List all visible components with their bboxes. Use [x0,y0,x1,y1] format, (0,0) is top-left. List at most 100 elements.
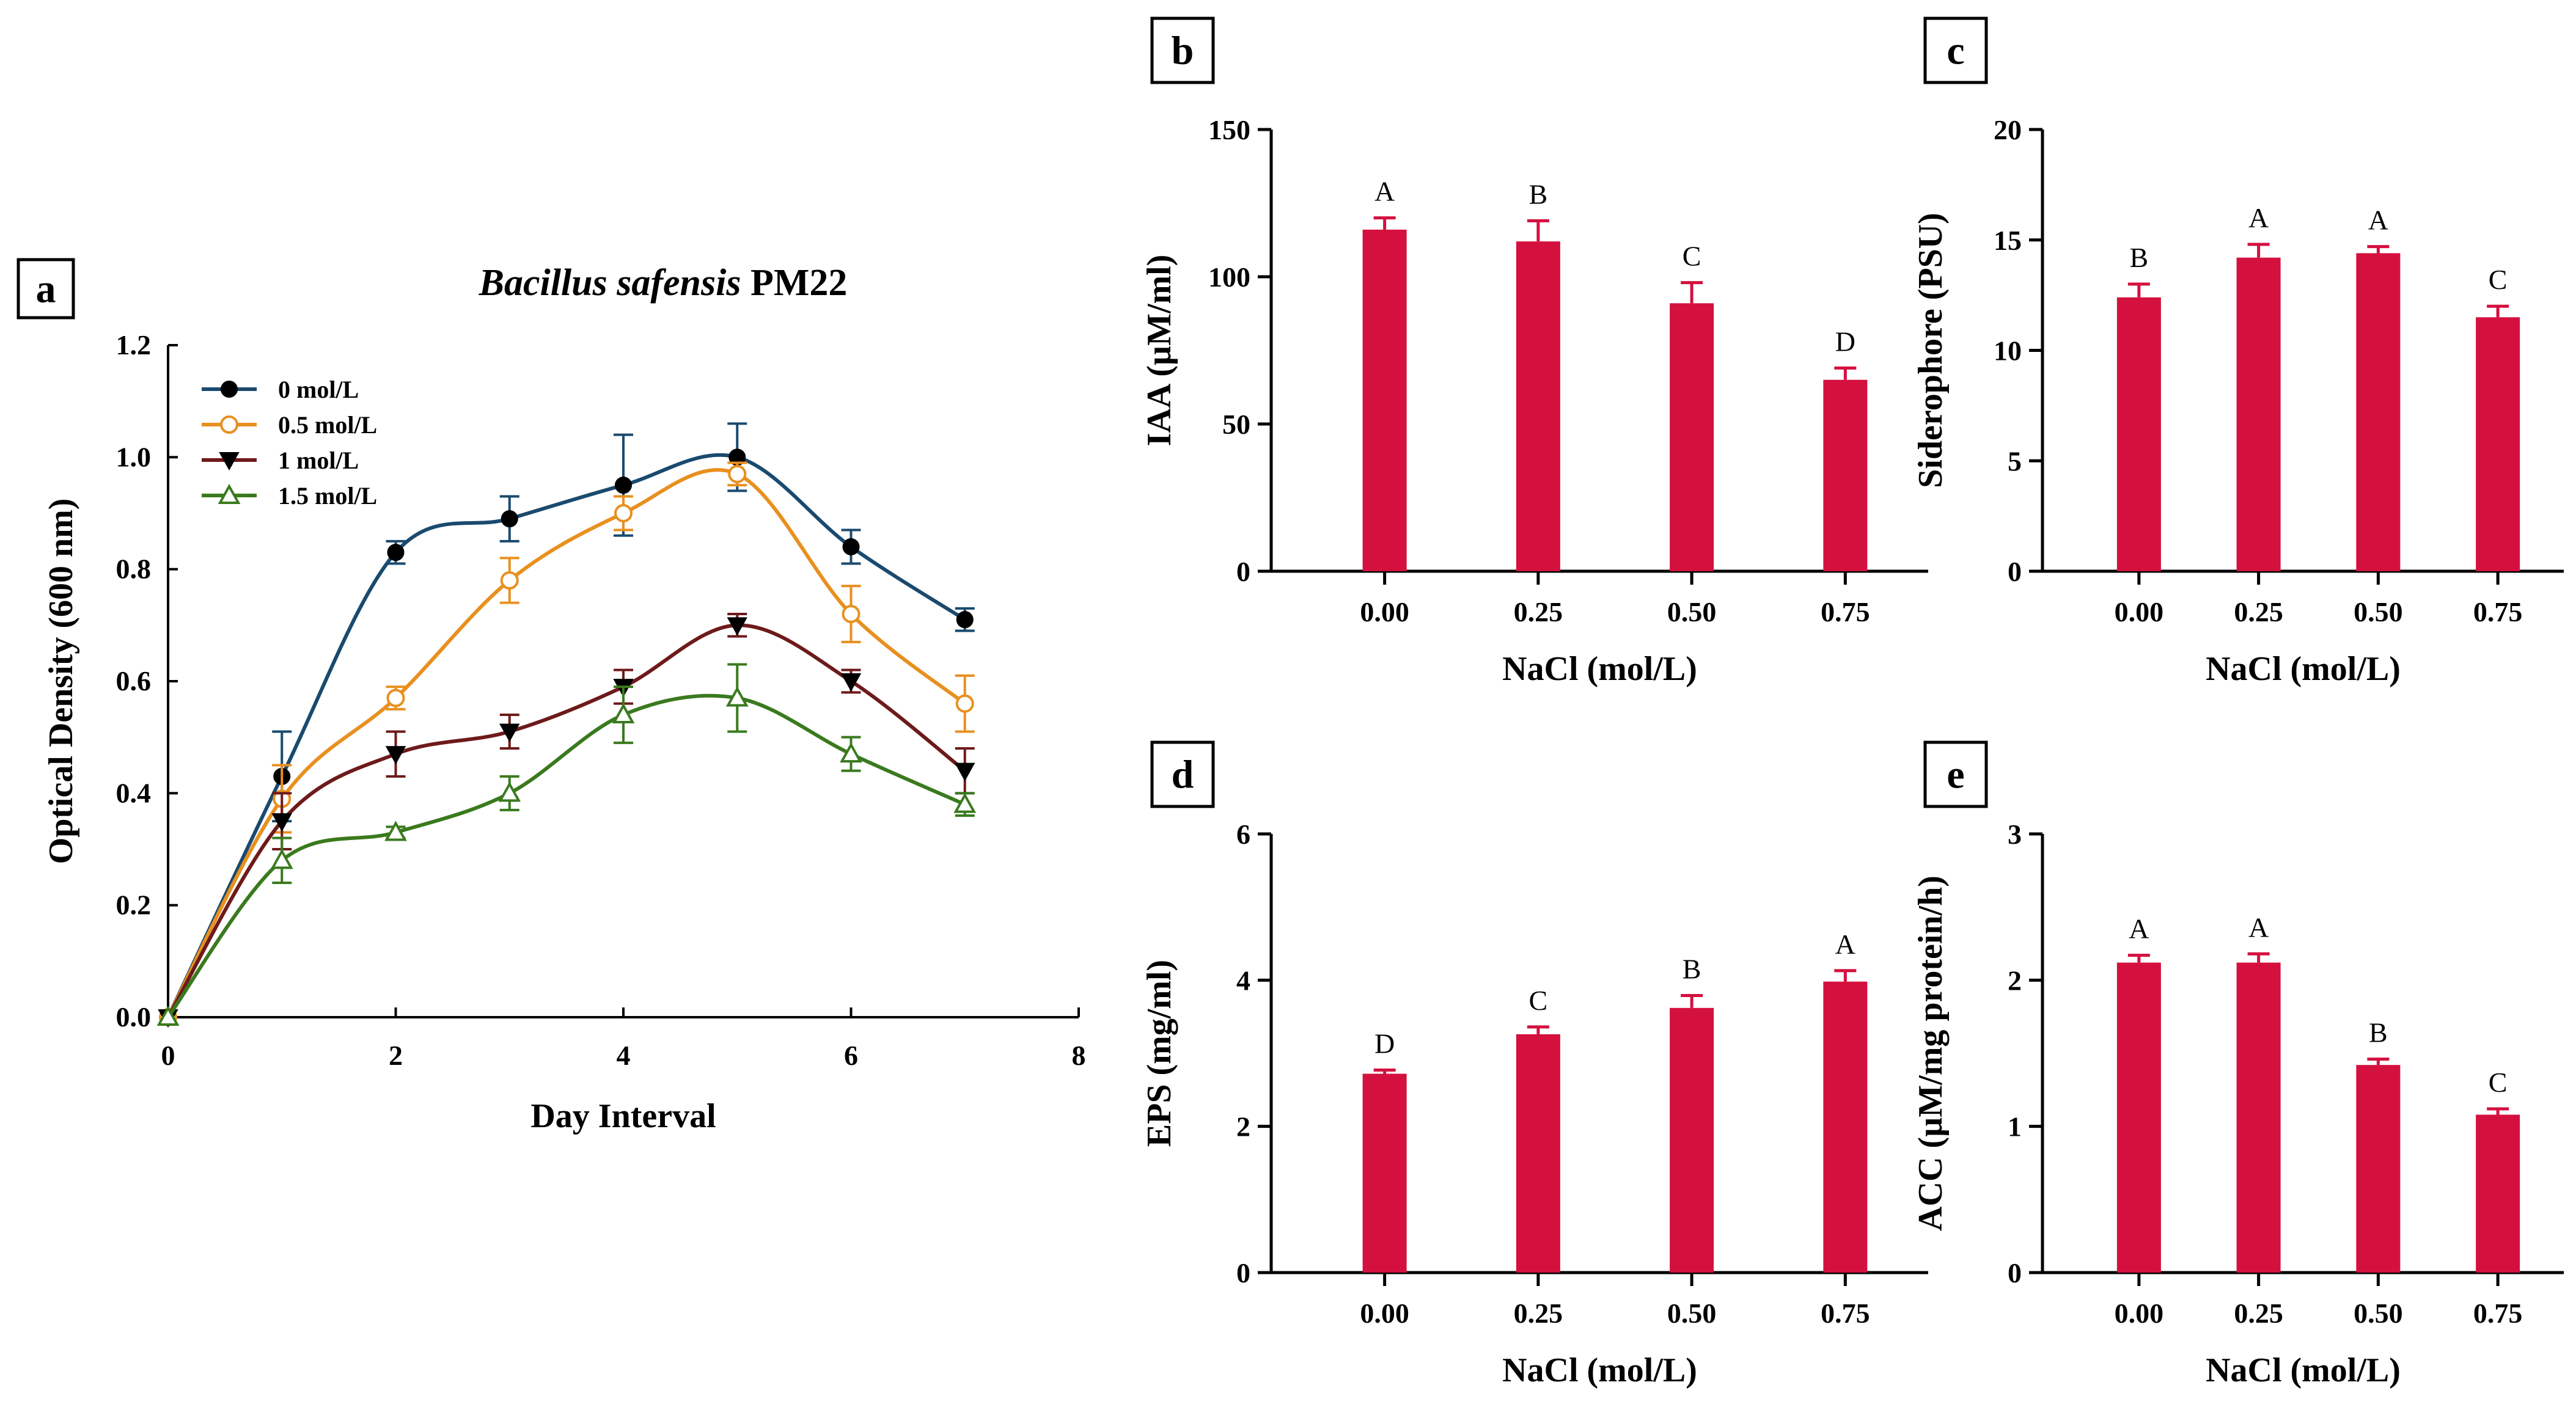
panel-label-box [17,258,75,320]
data-point [386,689,405,707]
legend: 0 mol/L 0.5 mol/L 1 mol/L 1.5 mol/L [202,376,377,510]
y-axis-title: ACC (µM/mg protein/h) [1912,875,1950,1231]
bar [2476,317,2520,571]
y-tick-label: 2 [2008,965,2022,996]
significance-label: C [1682,241,1701,272]
y-axis-title: Siderophore (PSU) [1912,213,1950,488]
y-tick-label: 1.0 [116,441,152,472]
bar [1362,229,1407,571]
significance-label: B [2130,242,2149,273]
x-axis-title: NaCl (mol/L) [1502,1351,1697,1389]
panel-label-box [1923,16,1988,84]
data-point [218,483,241,504]
data-point [727,617,747,636]
data-point [219,452,240,471]
chart-title: Bacillus safensis PM22 [479,262,848,304]
panel-label-text: d [1172,753,1194,797]
bar [1670,1007,1714,1273]
y-tick-label: 0.8 [116,554,152,585]
data-point [387,544,405,561]
bar [1516,1034,1560,1273]
chart-c: 0 5 10 15 20 B 0.00 A 0.25 A 0.50 C 0.75 NaCl (mol/L)… [1912,114,2564,688]
data-point [842,605,861,623]
significance-label: B [2369,1017,2388,1048]
bar [2356,1065,2401,1273]
x-tick-label: 0.25 [2234,596,2283,627]
data-point [270,849,293,869]
legend-entry: 0.5 mol/L [278,411,377,439]
y-tick-label: 10 [1994,335,2022,367]
x-tick-label: 0.50 [2354,1298,2403,1329]
x-tick-label: 0.00 [1360,596,1409,627]
data-point [615,477,632,494]
data-point [612,703,635,723]
y-tick-label: 0.4 [116,777,152,808]
bar [2476,1114,2520,1273]
panel-label-d: d [1150,740,1215,808]
chart-title-rest: PM22 [741,262,848,304]
x-axis-title: NaCl (mol/L) [2206,650,2401,688]
panel-label-e: e [1923,740,1988,808]
significance-label: D [1374,1028,1395,1059]
bar [2236,257,2281,571]
data-point [385,746,406,765]
y-tick-label: 6 [1236,819,1250,850]
x-tick-label: 0.00 [2115,1298,2164,1329]
x-tick-label: 0.75 [1821,1298,1870,1329]
panel-label-c: c [1923,16,1988,84]
significance-label: B [1529,178,1548,210]
chart-title-italic: Bacillus safensis [479,262,741,304]
x-tick-label: 2 [389,1040,403,1071]
panel-label-text: b [1172,29,1194,73]
x-tick-label: 0.25 [2234,1298,2283,1329]
y-tick-label: 20 [1994,114,2022,145]
bar [2116,297,2161,571]
legend-entry: 1.5 mol/L [278,482,377,510]
y-tick-label: 1 [2008,1111,2022,1142]
y-tick-label: 50 [1222,409,1250,440]
x-axis-title: NaCl (mol/L) [2206,1351,2401,1389]
bar [1823,981,1868,1273]
significance-label: C [2489,264,2508,295]
data-point [728,464,747,483]
data-point [955,762,975,781]
x-tick-label: 0.00 [1360,1298,1409,1329]
panel-label-text: c [1947,29,1964,73]
x-tick-label: 0.75 [1821,596,1870,627]
x-tick-label: 0.50 [1667,1298,1717,1329]
x-tick-label: 0.50 [2354,596,2403,627]
panel-label-box [1150,740,1215,808]
significance-label: B [1682,953,1701,984]
y-tick-label: 15 [1994,225,2022,256]
panel-label-text: a [36,267,56,312]
y-tick-label: 0.0 [116,1001,152,1032]
y-tick-label: 3 [2008,819,2022,850]
series-line [166,693,966,1018]
y-tick-label: 0 [1236,556,1250,587]
y-tick-label: 150 [1208,114,1250,145]
y-tick-label: 0.6 [116,665,152,696]
chart-a: 0.0 0.2 0.4 0.6 0.8 1.0 1.2 0 2 4 6 8 0 mol/L 0.5 mol… [42,262,1086,1135]
bar [1670,303,1714,571]
y-tick-label: 1.2 [116,329,152,360]
data-point [953,792,977,813]
x-tick-label: 4 [617,1040,631,1071]
significance-label: D [1835,326,1855,357]
data-point [271,813,292,832]
y-tick-label: 0 [1236,1257,1250,1288]
x-tick-label: 0.50 [1667,596,1717,627]
significance-label: C [1529,985,1548,1016]
y-tick-label: 0 [2008,1257,2022,1288]
data-point [725,686,749,707]
data-point [501,510,518,528]
panel-label-text: e [1947,753,1964,797]
y-tick-label: 2 [1236,1111,1250,1142]
significance-label: A [1374,176,1395,207]
legend-entry: 0 mol/L [278,376,359,403]
significance-label: A [2248,912,2269,943]
x-tick-label: 0.00 [2115,596,2164,627]
data-point [384,820,407,841]
y-axis-title: IAA (µM/ml) [1140,255,1178,447]
series-0 [160,422,975,1026]
x-tick-label: 6 [844,1040,858,1071]
